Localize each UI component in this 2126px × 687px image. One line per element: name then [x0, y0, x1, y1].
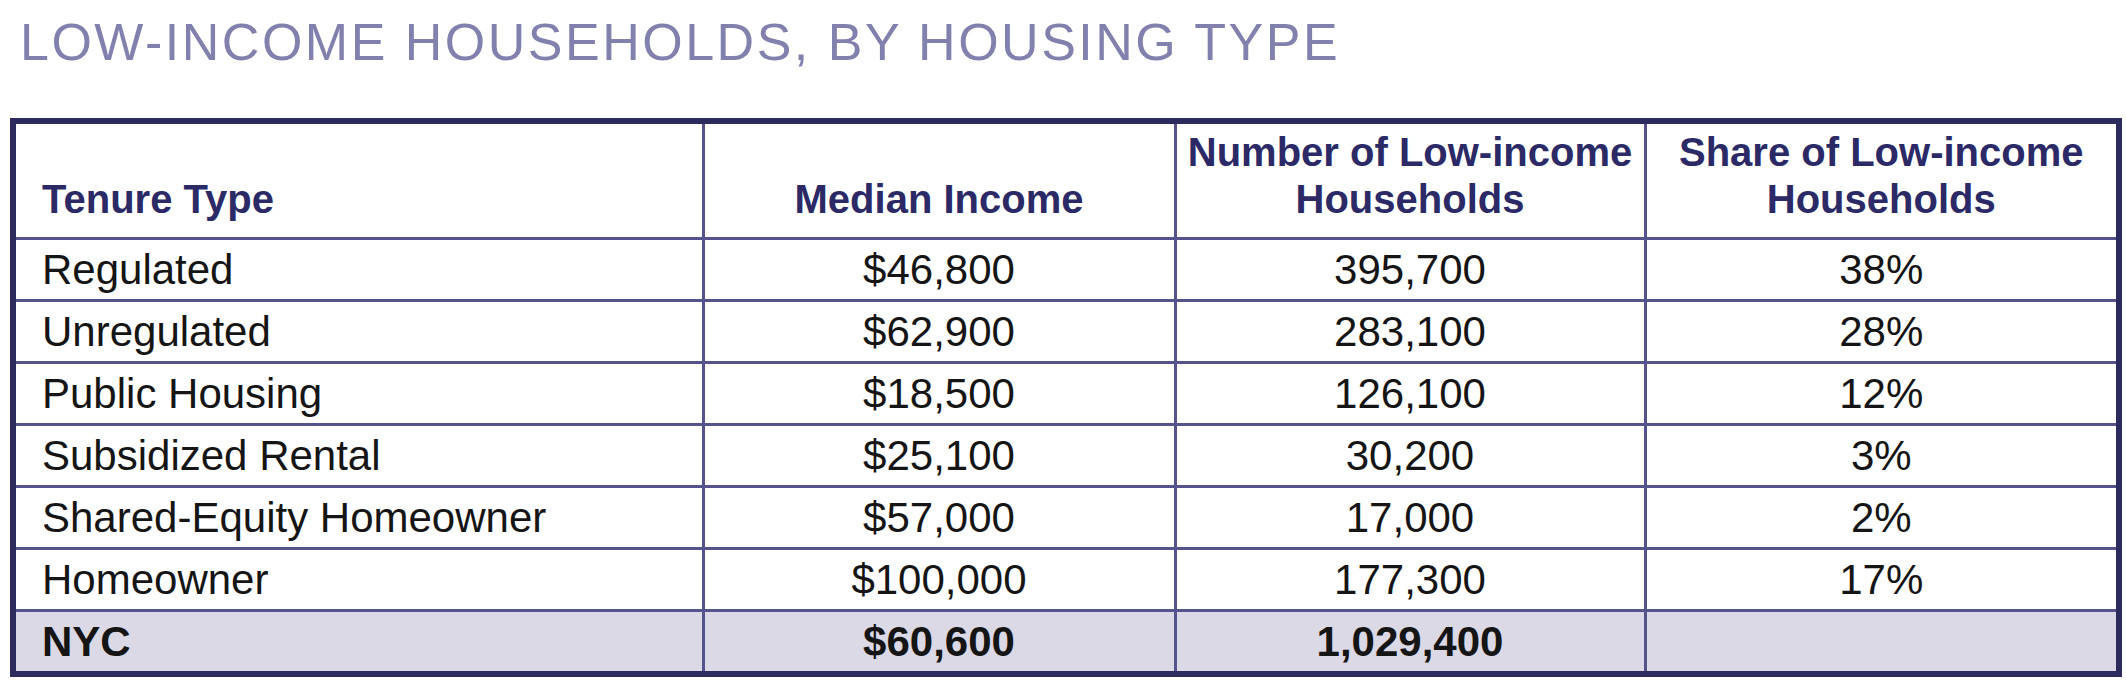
- cell-median-income: $18,500: [703, 363, 1175, 425]
- table-row: Regulated $46,800 395,700 38%: [13, 239, 2119, 301]
- cell-median-income: $100,000: [703, 549, 1175, 611]
- cell-households: 283,100: [1175, 301, 1645, 363]
- cell-median-income: $57,000: [703, 487, 1175, 549]
- figure-title: LOW-INCOME HOUSEHOLDS, BY HOUSING TYPE: [20, 12, 1340, 72]
- cell-households: 17,000: [1175, 487, 1645, 549]
- cell-tenure: Homeowner: [13, 549, 703, 611]
- table-row: Unregulated $62,900 283,100 28%: [13, 301, 2119, 363]
- table-row: Subsidized Rental $25,100 30,200 3%: [13, 425, 2119, 487]
- cell-median-income: $62,900: [703, 301, 1175, 363]
- cell-share: 3%: [1645, 425, 2119, 487]
- cell-tenure: Shared-Equity Homeowner: [13, 487, 703, 549]
- cell-tenure: Public Housing: [13, 363, 703, 425]
- cell-share: 2%: [1645, 487, 2119, 549]
- column-header-median-income: Median Income: [703, 121, 1175, 239]
- cell-share-total: [1645, 611, 2119, 675]
- cell-share: 17%: [1645, 549, 2119, 611]
- cell-median-income-total: $60,600: [703, 611, 1175, 675]
- cell-tenure: Subsidized Rental: [13, 425, 703, 487]
- table-row: Public Housing $18,500 126,100 12%: [13, 363, 2119, 425]
- header-row: Tenure Type Median Income Number of Low-…: [13, 121, 2119, 239]
- cell-share: 28%: [1645, 301, 2119, 363]
- cell-median-income: $25,100: [703, 425, 1175, 487]
- table-row: Homeowner $100,000 177,300 17%: [13, 549, 2119, 611]
- table-total-row-nyc: NYC $60,600 1,029,400: [13, 611, 2119, 675]
- column-header-tenure-type: Tenure Type: [13, 121, 703, 239]
- cell-households-total: 1,029,400: [1175, 611, 1645, 675]
- column-header-share-low-income: Share of Low-income Households: [1645, 121, 2119, 239]
- table-row: Shared-Equity Homeowner $57,000 17,000 2…: [13, 487, 2119, 549]
- cell-households: 126,100: [1175, 363, 1645, 425]
- low-income-households-table: Tenure Type Median Income Number of Low-…: [10, 118, 2122, 677]
- cell-share: 12%: [1645, 363, 2119, 425]
- figure-page: LOW-INCOME HOUSEHOLDS, BY HOUSING TYPE T…: [0, 0, 2126, 687]
- cell-households: 30,200: [1175, 425, 1645, 487]
- cell-median-income: $46,800: [703, 239, 1175, 301]
- cell-tenure: Regulated: [13, 239, 703, 301]
- cell-households: 395,700: [1175, 239, 1645, 301]
- cell-share: 38%: [1645, 239, 2119, 301]
- cell-tenure: Unregulated: [13, 301, 703, 363]
- column-header-number-low-income: Number of Low-income Households: [1175, 121, 1645, 239]
- table-header: Tenure Type Median Income Number of Low-…: [13, 121, 2119, 239]
- cell-households: 177,300: [1175, 549, 1645, 611]
- table-body: Regulated $46,800 395,700 38% Unregulate…: [13, 239, 2119, 675]
- cell-tenure-total: NYC: [13, 611, 703, 675]
